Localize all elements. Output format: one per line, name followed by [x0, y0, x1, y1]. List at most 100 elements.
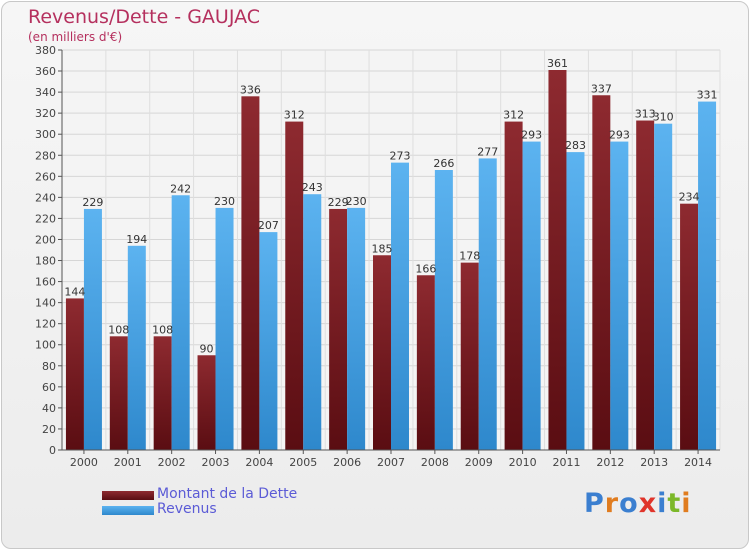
x-tick-label: 2005 [289, 456, 317, 469]
bar-revenus [522, 141, 541, 450]
x-tick-label: 2007 [377, 456, 405, 469]
logo-letter: t [667, 488, 682, 519]
data-label: 166 [415, 262, 436, 275]
proxiti-logo: Proxiti [584, 488, 692, 519]
logo-letter: o [619, 488, 639, 519]
x-tick-label: 2000 [70, 456, 98, 469]
bar-dette [460, 262, 479, 450]
bar-revenus [259, 232, 278, 450]
data-label: 312 [284, 109, 305, 122]
bar-dette [329, 208, 348, 450]
x-tick-label: 2004 [245, 456, 273, 469]
logo-letter: P [584, 488, 605, 519]
bar-dette [592, 95, 611, 451]
data-label: 229 [328, 196, 349, 209]
y-tick-label: 180 [35, 255, 56, 268]
chart-title: Revenus/Dette - GAUJAC [28, 6, 261, 28]
data-label: 361 [547, 57, 568, 70]
bar-dette [680, 203, 699, 450]
bar-revenus [698, 101, 717, 450]
y-tick-label: 280 [35, 149, 56, 162]
bar-dette [65, 298, 84, 450]
data-label: 207 [258, 219, 279, 232]
bar-dette [504, 121, 523, 450]
bar-revenus [478, 158, 497, 450]
y-tick-label: 260 [35, 170, 56, 183]
y-tick-label: 80 [42, 360, 56, 373]
x-tick-label: 2014 [684, 456, 712, 469]
data-label: 108 [152, 323, 173, 336]
bar-dette [373, 255, 391, 450]
data-label: 243 [302, 181, 323, 194]
data-label: 234 [679, 191, 700, 204]
y-tick-label: 160 [35, 276, 56, 289]
x-tick-label: 2011 [552, 456, 580, 469]
data-label: 108 [108, 323, 129, 336]
y-tick-label: 360 [35, 65, 56, 78]
y-tick-label: 120 [35, 318, 56, 331]
x-tick-label: 2013 [640, 456, 668, 469]
data-label: 283 [565, 139, 586, 152]
bar-dette [416, 275, 435, 450]
x-tick-label: 2012 [596, 456, 624, 469]
bar-dette [285, 121, 304, 450]
data-label: 313 [635, 108, 656, 121]
data-label: 312 [503, 109, 524, 122]
data-label: 230 [214, 195, 235, 208]
y-tick-label: 300 [35, 128, 56, 141]
data-label: 277 [477, 145, 498, 158]
x-tick-label: 2009 [465, 456, 493, 469]
x-tick-label: 2002 [158, 456, 186, 469]
data-label: 242 [170, 182, 191, 195]
y-tick-label: 0 [49, 444, 56, 457]
bar-revenus [391, 162, 409, 450]
bar-revenus [434, 170, 453, 450]
y-tick-label: 40 [42, 402, 56, 415]
bar-revenus [347, 207, 366, 450]
data-label: 229 [82, 196, 103, 209]
bar-revenus [171, 195, 190, 450]
data-label: 90 [200, 342, 214, 355]
bar-revenus [215, 207, 234, 450]
y-tick-label: 240 [35, 191, 56, 204]
data-label: 273 [390, 150, 411, 163]
legend-label-dette: Montant de la Dette [157, 486, 298, 502]
data-label: 178 [459, 250, 480, 263]
legend-swatch-revenus [102, 506, 154, 515]
y-tick-label: 340 [35, 86, 56, 99]
bar-dette [109, 336, 128, 450]
x-tick-label: 2006 [333, 456, 361, 469]
bar-revenus [127, 245, 146, 450]
y-tick-label: 140 [35, 297, 56, 310]
x-tick-label: 2003 [202, 456, 230, 469]
legend-label-revenus: Revenus [157, 501, 217, 517]
bar-revenus [303, 194, 322, 450]
bar-dette [197, 355, 216, 450]
data-label: 230 [346, 195, 367, 208]
data-label: 293 [609, 129, 630, 142]
bar-dette [548, 70, 567, 450]
legend-swatch-dette [102, 491, 154, 500]
x-tick-label: 2010 [509, 456, 537, 469]
data-label: 310 [653, 111, 674, 124]
logo-letter: r [604, 488, 620, 519]
y-tick-label: 60 [42, 381, 56, 394]
data-label: 336 [240, 83, 261, 96]
bar-revenus [610, 141, 629, 450]
y-tick-label: 220 [35, 212, 56, 225]
y-tick-label: 100 [35, 339, 56, 352]
bar-dette [153, 336, 172, 450]
data-label: 194 [126, 233, 147, 246]
y-tick-label: 380 [35, 44, 56, 57]
logo-letter: x [638, 488, 658, 519]
x-tick-label: 2008 [421, 456, 449, 469]
bar-revenus [83, 208, 102, 450]
data-label: 293 [521, 129, 542, 142]
data-label: 266 [433, 157, 454, 170]
y-tick-label: 320 [35, 107, 56, 120]
bar-dette [241, 96, 260, 450]
logo-letter: i [657, 488, 668, 519]
y-tick-label: 200 [35, 233, 56, 246]
